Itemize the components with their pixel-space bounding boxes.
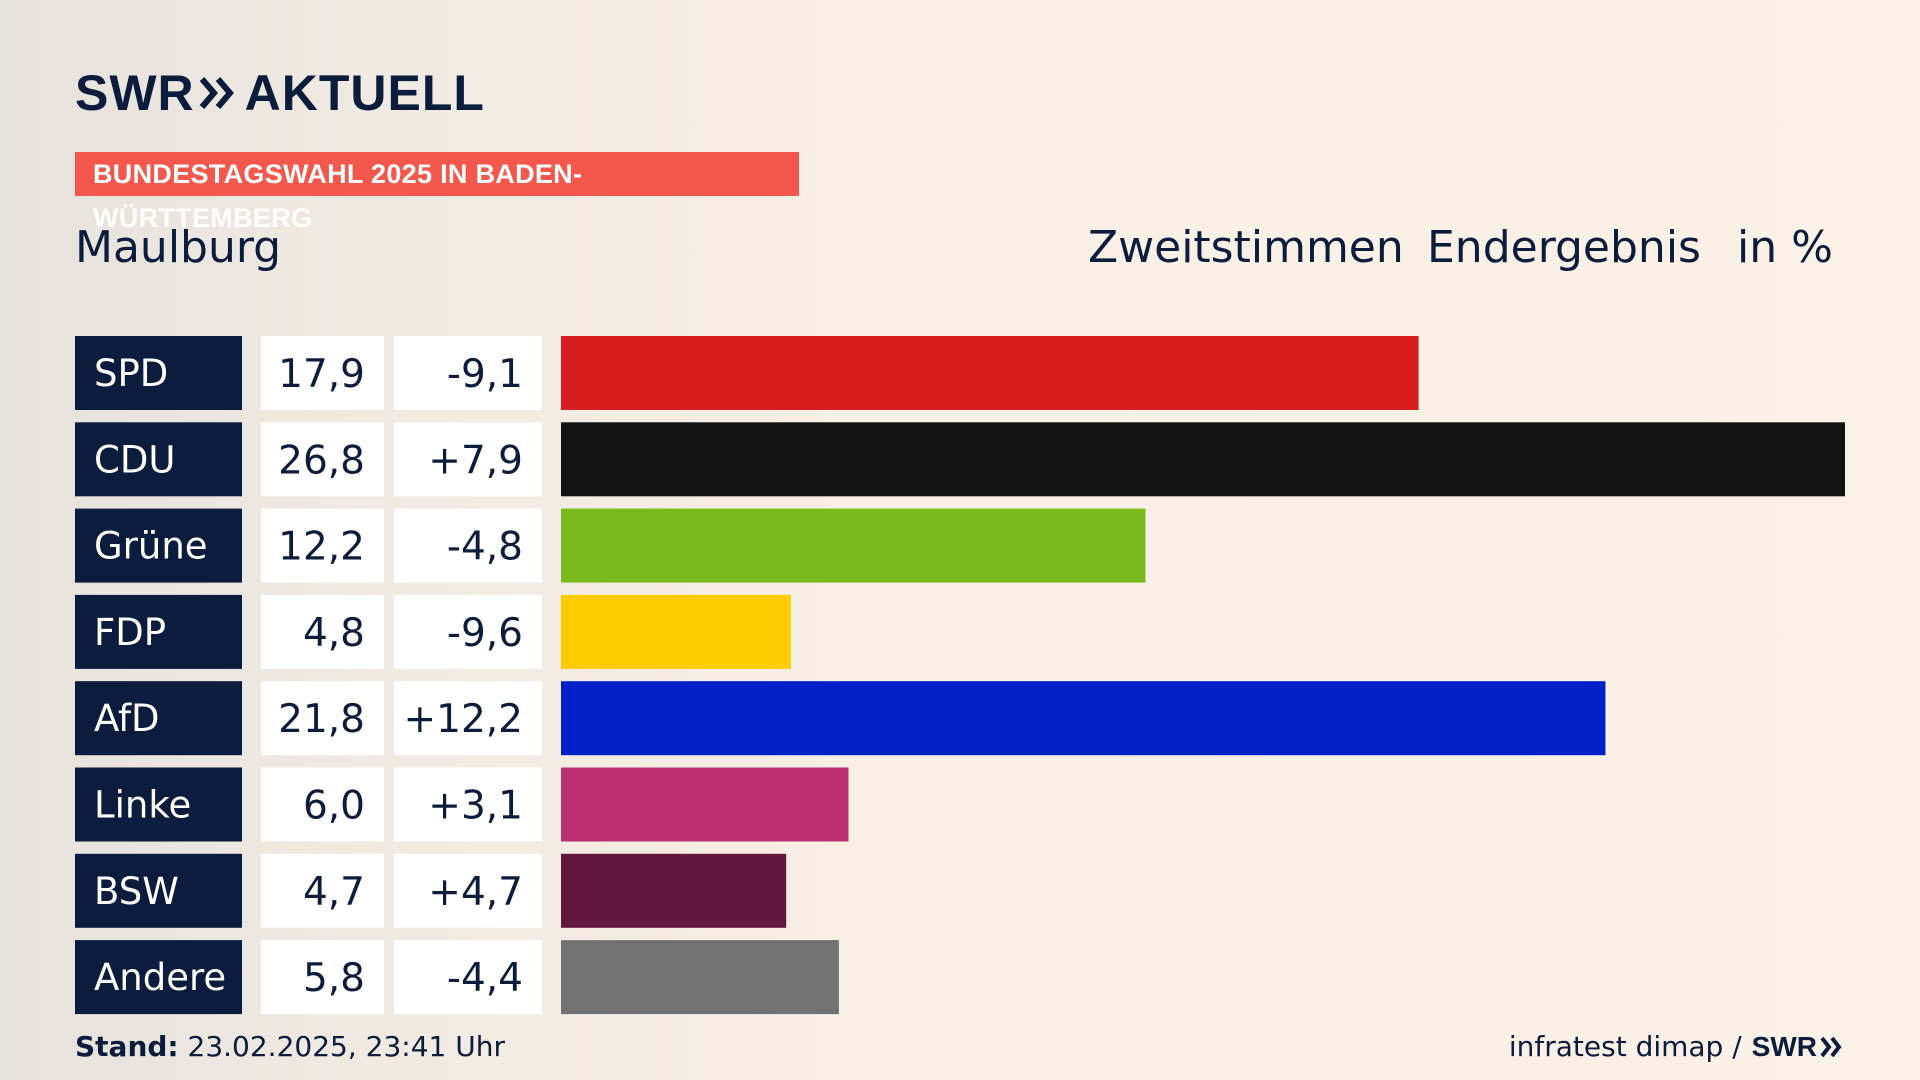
chart-row-spd: SPD 17,9 -9,1 [75, 336, 1419, 410]
value-box [261, 681, 384, 756]
value-label: 26,8 [278, 438, 365, 483]
chart-row-grüne: Grüne 12,2 -4,8 [75, 508, 1146, 583]
swr-small-logo-text: SWR [1751, 1030, 1817, 1062]
bar-spd [561, 336, 1419, 410]
party-label: SPD [94, 352, 168, 395]
value-label: 12,2 [278, 525, 365, 570]
election-banner: BUNDESTAGSWAHL 2025 IN BADEN-WÜRTTEMBERG [75, 152, 799, 233]
chart-row-afd: AfD 21,8 +12,2 [75, 681, 1606, 756]
value-box [261, 594, 384, 669]
timestamp: Stand: 23.02.2025, 23:41 Uhr [75, 1030, 505, 1063]
party-label-box [75, 508, 242, 583]
chart-row-cdu: CDU 26,8 +7,9 [75, 422, 1845, 497]
swr-aktuell-logo: SWR AKTUELL [75, 64, 485, 122]
change-label: +12,2 [403, 697, 523, 742]
bar-andere [561, 940, 839, 1015]
change-label: +7,9 [428, 438, 523, 483]
change-label: -4,4 [447, 956, 523, 1001]
logo-aktuell-text: AKTUELL [244, 65, 485, 121]
change-label: -4,8 [447, 525, 523, 570]
chart-row-bsw: BSW 4,7 +4,7 [75, 853, 787, 928]
header-endergebnis: Endergebnis [1427, 222, 1701, 273]
bar-cdu [561, 422, 1845, 497]
party-label: Linke [94, 784, 191, 827]
value-label: 21,8 [278, 697, 365, 742]
change-box [394, 336, 542, 410]
change-box [394, 681, 542, 756]
party-label: Andere [94, 956, 226, 999]
change-label: -9,1 [447, 352, 523, 397]
party-label: BSW [94, 870, 179, 913]
value-box [261, 422, 384, 497]
stand-label: Stand: [75, 1030, 179, 1063]
value-label: 6,0 [303, 784, 365, 829]
party-label-box [75, 940, 242, 1015]
change-label: -9,6 [447, 611, 523, 656]
chart-row-andere: Andere 5,8 -4,4 [75, 940, 839, 1015]
source-text: infratest dimap / [1508, 1030, 1742, 1063]
party-label: Grüne [94, 525, 208, 568]
value-box [261, 940, 384, 1015]
change-box [394, 508, 542, 583]
value-box [261, 767, 384, 842]
chart-row-linke: Linke 6,0 +3,1 [75, 767, 849, 842]
party-label-box [75, 767, 242, 842]
party-label-box [75, 422, 242, 497]
source-credit: infratest dimap / SWR [1509, 1030, 1844, 1063]
value-box [261, 853, 384, 928]
value-label: 5,8 [303, 956, 365, 1001]
party-label-box [75, 853, 242, 928]
party-label: FDP [94, 611, 166, 654]
header-unit: in % [1737, 222, 1833, 273]
value-box [261, 336, 384, 410]
logo-swr-text: SWR [75, 65, 195, 121]
change-label: +4,7 [428, 870, 523, 915]
chart-row-fdp: FDP 4,8 -9,6 [75, 594, 791, 669]
change-label: +3,1 [428, 784, 523, 829]
bar-linke [561, 767, 849, 842]
place-name: Maulburg [75, 222, 282, 273]
value-label: 4,7 [303, 870, 365, 915]
double-chevron-icon [199, 76, 235, 110]
bar-fdp [561, 594, 791, 669]
party-label: AfD [94, 697, 160, 740]
value-box [261, 508, 384, 583]
change-box [394, 422, 542, 497]
party-label: CDU [94, 438, 175, 481]
change-box [394, 940, 542, 1015]
party-label-box [75, 594, 242, 669]
party-label-box [75, 681, 242, 756]
change-box [394, 853, 542, 928]
value-label: 17,9 [278, 352, 365, 397]
change-box [394, 594, 542, 669]
change-box [394, 767, 542, 842]
party-label-box [75, 336, 242, 410]
swr-small-logo: SWR [1752, 1031, 1844, 1063]
value-label: 4,8 [303, 611, 365, 656]
bar-afd [561, 681, 1606, 756]
header-zweitstimmen: Zweitstimmen [1088, 222, 1404, 273]
double-chevron-icon [1820, 1036, 1842, 1057]
stand-value: 23.02.2025, 23:41 Uhr [178, 1030, 505, 1063]
bar-grüne [561, 508, 1146, 583]
bar-bsw [561, 853, 787, 928]
